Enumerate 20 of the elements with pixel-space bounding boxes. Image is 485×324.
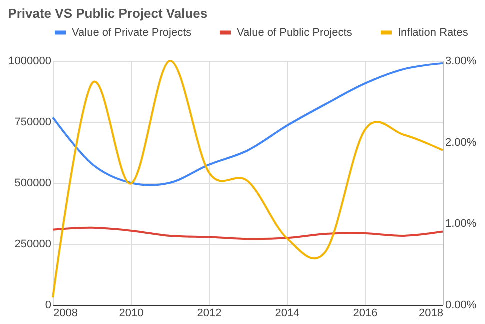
chart-title: Private VS Public Project Values xyxy=(8,6,208,21)
y-tick-label: 1000000 xyxy=(8,56,52,68)
legend-label: Value of Public Projects xyxy=(237,26,353,39)
legend-label: Inflation Rates xyxy=(398,26,469,39)
y-tick-label: 750000 xyxy=(14,116,52,128)
x-tick-label: 2018 xyxy=(419,308,444,320)
line-series xyxy=(52,226,444,240)
y2-tick-label: 0.00% xyxy=(446,300,477,312)
x-tick-label: 2008 xyxy=(54,308,78,320)
y-tick-label: 500000 xyxy=(14,178,52,190)
legend-label: Value of Private Projects xyxy=(72,26,192,39)
x-tick-label: 2012 xyxy=(197,308,222,320)
y2-tick-label: 2.00% xyxy=(446,136,477,149)
x-tick-label: 2010 xyxy=(119,308,144,320)
y2-tick-label: 1.00% xyxy=(446,218,477,230)
x-tick-label: 2016 xyxy=(353,308,378,320)
y-tick-label: 0 xyxy=(45,300,52,312)
y2-tick-label: 3.00% xyxy=(446,56,477,68)
y-tick-label: 250000 xyxy=(14,238,52,250)
x-tick-label: 2014 xyxy=(275,308,300,320)
